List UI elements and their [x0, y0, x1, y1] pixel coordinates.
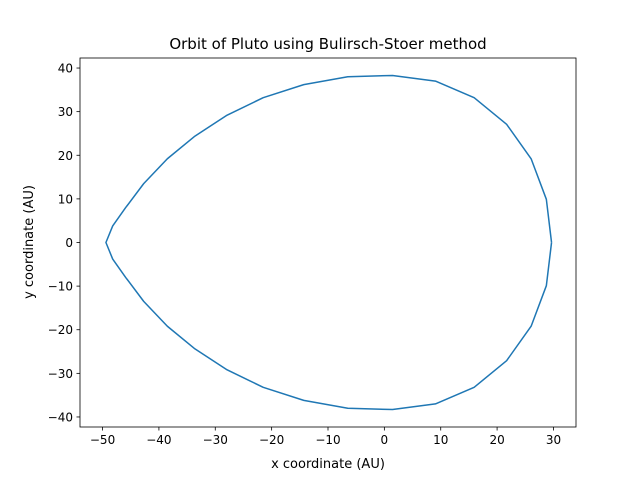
- y-tick-label: −20: [48, 323, 73, 337]
- y-tick-label: 40: [58, 62, 73, 76]
- x-tick-label: 30: [546, 433, 561, 447]
- x-tick-label: −40: [146, 433, 171, 447]
- x-tick-label: −30: [203, 433, 228, 447]
- x-tick-label: 20: [489, 433, 504, 447]
- y-tick-label: −10: [48, 280, 73, 294]
- x-tick-label: −20: [259, 433, 284, 447]
- plot-background: [80, 58, 576, 427]
- x-tick-label: −10: [315, 433, 340, 447]
- y-tick-label: −40: [48, 410, 73, 424]
- chart-title: Orbit of Pluto using Bulirsch-Stoer meth…: [169, 35, 486, 53]
- y-axis-label: y coordinate (AU): [22, 185, 37, 299]
- y-tick-label: 0: [65, 236, 73, 250]
- y-tick-label: −30: [48, 367, 73, 381]
- x-tick-label: 10: [433, 433, 448, 447]
- y-tick-label: 10: [58, 192, 73, 206]
- orbit-line-0: [105, 74, 553, 411]
- x-tick-label: −50: [90, 433, 115, 447]
- x-tick-label: 0: [381, 433, 389, 447]
- plot-area: [79, 57, 577, 428]
- y-tick-label: 30: [58, 105, 73, 119]
- y-axis: −40 −30 −20 −10 0 10 20 30 40: [48, 62, 80, 424]
- x-axis-label: x coordinate (AU): [271, 457, 385, 472]
- x-axis: −50 −40 −30 −20 −10 0 10 20 30: [90, 427, 561, 447]
- y-tick-label: 20: [58, 149, 73, 163]
